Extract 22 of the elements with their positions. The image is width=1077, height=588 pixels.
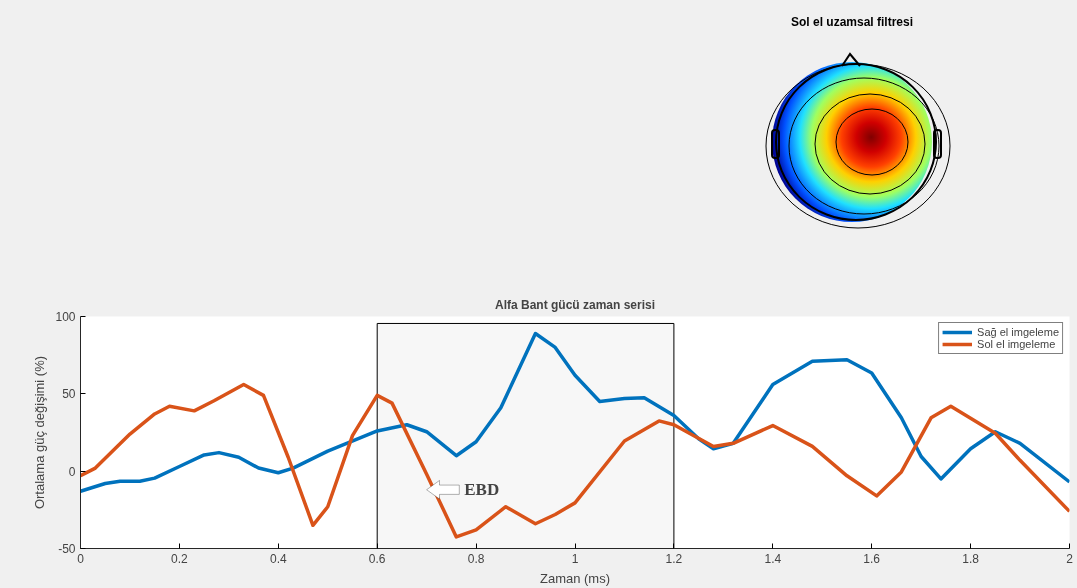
x-tick-label: 1.6 xyxy=(863,551,881,566)
annotation: EBD xyxy=(464,480,500,500)
x-tick-label: 2 xyxy=(1066,551,1074,566)
x-tick-label: 0.4 xyxy=(269,551,287,566)
x-tick-label: 1.4 xyxy=(764,551,782,566)
x-tick-label: 1 xyxy=(571,551,579,566)
x-tick-label: 1.2 xyxy=(665,551,683,566)
chart-title: Alfa Bant gücü zaman serisi xyxy=(494,297,656,312)
x-tick-label: 0.6 xyxy=(368,551,386,566)
x-tick-label: 0.2 xyxy=(171,551,189,566)
y-tick-label: -50 xyxy=(58,542,76,556)
y-tick-label: 50 xyxy=(62,387,76,402)
x-axis-title: Zaman (ms) xyxy=(539,570,611,586)
y-axis-title: Ortalama güç değişimi (%) xyxy=(32,355,48,510)
x-tick-label: 0.8 xyxy=(467,551,485,566)
y-tick-label: 100 xyxy=(55,310,76,324)
x-tick-label: 1.8 xyxy=(962,551,980,566)
legend-label: Sol el imgeleme xyxy=(977,338,1056,350)
y-tick-label: 0 xyxy=(68,464,76,479)
text: Sol el uzamsal filtresi xyxy=(789,14,914,31)
legend-label: Sağ el imgeleme xyxy=(977,326,1059,338)
line-series xyxy=(80,382,1070,539)
